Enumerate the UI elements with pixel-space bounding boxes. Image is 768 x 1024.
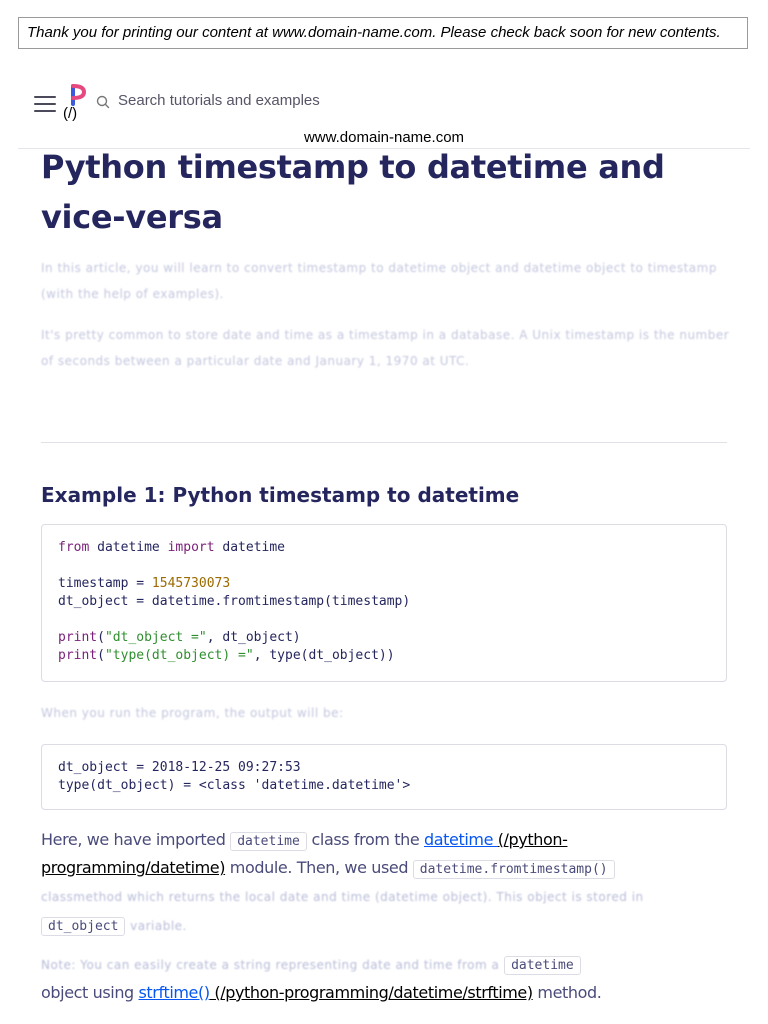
example-1-heading: Example 1: Python timestamp to datetime [41,483,520,507]
faded-text-classmethod: classmethod which returns the local date… [41,890,644,904]
article-title: Python timestamp to datetime and vice-ve… [41,148,665,236]
top-bar: (/) Search tutorials and examples [34,82,734,126]
print-notice: Thank you for printing our content at ww… [18,17,748,49]
header-divider [18,148,750,149]
run-program-text: When you run the program, the output wil… [41,706,344,720]
explanation-paragraph: Here, we have imported datetime class fr… [41,830,644,936]
faded-text-note: Note: You can easily create a string rep… [41,958,500,972]
strftime-link[interactable]: strftime() [138,983,211,1002]
datetime-module-link-path[interactable]: (/python-programming/datetime) [41,830,568,877]
hamburger-menu-icon[interactable] [34,96,56,112]
code-block-example-1: from datetime import datetime timestamp … [41,524,727,682]
inline-code-datetime-2: datetime [504,956,581,975]
note-paragraph: Note: You can easily create a string rep… [41,956,602,1002]
programiz-logo-icon[interactable] [64,82,92,124]
inline-code-fromtimestamp: datetime.fromtimestamp() [412,860,615,879]
page-url: www.domain-name.com [303,129,465,146]
inline-code-dt-object: dt_object [41,917,126,936]
output-block: dt_object = 2018-12-25 09:27:53 type(dt_… [41,744,727,810]
faded-text-variable: variable. [130,919,187,933]
strftime-link-path[interactable]: (/python-programming/datetime/strftime) [209,983,533,1002]
search-input[interactable]: Search tutorials and examples [118,92,320,109]
intro-paragraph-1: In this article, you will learn to conve… [41,261,717,301]
inline-code-datetime: datetime [230,832,307,851]
datetime-module-link[interactable]: datetime [423,830,498,849]
intro-paragraph-2: It's pretty common to store date and tim… [41,328,730,368]
logo-text[interactable]: (/) [63,105,78,122]
section-divider [41,442,727,443]
search-icon[interactable] [96,95,110,109]
